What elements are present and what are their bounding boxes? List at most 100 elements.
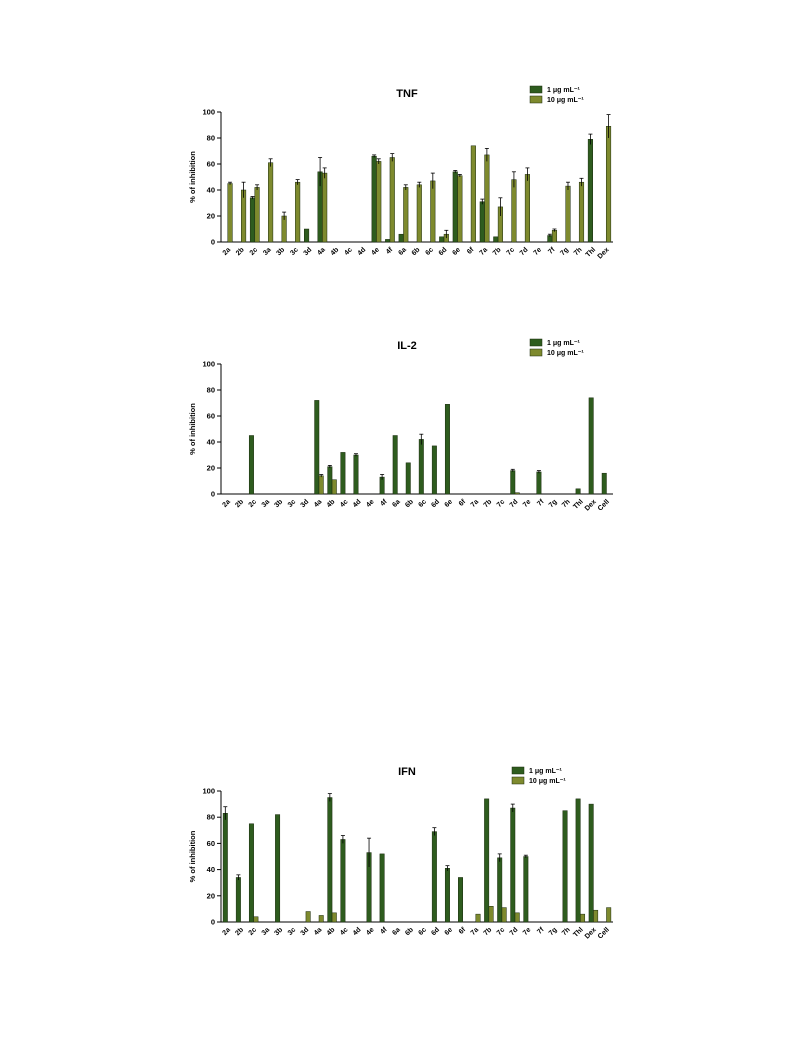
legend-swatch-series-2 [529, 95, 543, 104]
y-tick-label: 20 [207, 464, 215, 473]
bar-6e-series-1 [452, 171, 458, 243]
bar-7a-series-2 [475, 913, 481, 923]
x-tick-label-7c: 7c [496, 498, 507, 509]
y-tick-label: 40 [207, 865, 215, 874]
x-tick-label-3d: 3d [303, 246, 314, 257]
x-tick-label-7a: 7a [470, 498, 481, 509]
x-tick-label-3a: 3a [261, 498, 272, 509]
bar-7f-series-1 [536, 471, 542, 495]
x-tick-label-3c: 3c [287, 926, 298, 937]
chart-title: IL-2 [397, 340, 417, 352]
y-tick-label: 80 [207, 386, 215, 395]
bar-Dex-series-2 [605, 126, 612, 243]
x-tick-label-6e: 6e [444, 926, 455, 937]
x-tick-label-4a: 4a [316, 246, 327, 257]
bar-6f-series-1 [458, 877, 463, 923]
bar-6d-series-1 [439, 236, 445, 243]
x-tick-label-6f: 6f [466, 246, 476, 256]
x-tick-label-2b: 2b [234, 926, 245, 937]
bar-6c-series-1 [418, 439, 424, 495]
x-tick-label-7g: 7g [548, 926, 559, 937]
bar-2c-series-1 [249, 197, 256, 243]
x-tick-label-6f: 6f [458, 498, 468, 508]
bar-6b-series-2 [416, 184, 422, 243]
bar-6e-series-1 [444, 868, 450, 923]
x-tick-label-4d: 4d [352, 926, 363, 937]
x-tick-label-7b: 7b [492, 246, 503, 257]
x-tick-label-6e: 6e [444, 498, 455, 509]
legend-label-series-1: 1 μg mL⁻¹ [547, 340, 581, 347]
bar-4b-series-2 [331, 912, 337, 923]
bar-2c-series-1 [248, 823, 254, 923]
bar-7d-series-2 [514, 912, 520, 923]
x-tick-label-7d: 7d [519, 246, 530, 257]
legend-swatch-series-2 [511, 776, 525, 785]
bar-6e-series-2 [457, 175, 463, 243]
bar-7c-series-2 [501, 907, 507, 923]
x-tick-label-4d: 4d [357, 246, 368, 257]
bar-7d-series-1 [510, 807, 516, 923]
bar-Cell-series-1 [601, 472, 607, 495]
x-tick-label-7f: 7f [547, 246, 557, 256]
bar-7e-series-1 [523, 856, 529, 923]
bar-Thl-series-1 [587, 139, 593, 243]
x-tick-label-3b: 3b [276, 246, 287, 257]
bar-6a-series-1 [398, 233, 404, 243]
x-tick-label-7e: 7e [522, 926, 533, 937]
bar-4c-series-1 [340, 452, 346, 495]
x-tick-label-3b: 3b [273, 498, 284, 509]
bar-4a-series-2 [318, 915, 324, 923]
legend-label-series-2: 10 μg mL⁻¹ [547, 97, 584, 104]
bar-2a-series-1 [222, 813, 228, 923]
bar-Dex-series-1 [588, 397, 594, 495]
x-tick-label-6c: 6c [417, 498, 428, 509]
y-tick-label: 60 [207, 839, 215, 848]
bar-6f-series-2 [470, 145, 476, 243]
x-tick-label-4e: 4e [365, 498, 376, 509]
x-tick-label-7a: 7a [470, 926, 481, 937]
bar-4f-series-2 [389, 157, 395, 243]
chart-title: IFN [398, 766, 416, 778]
y-tick-label: 100 [202, 108, 215, 117]
bar-6b-series-1 [405, 462, 411, 495]
y-tick-label: 40 [207, 186, 215, 195]
bar-7h-series-2 [578, 181, 585, 243]
x-tick-label-6b: 6b [404, 926, 415, 937]
x-tick-label-6a: 6a [391, 498, 402, 509]
x-tick-label-Thl: Thl [572, 926, 584, 938]
x-tick-label-7g: 7g [559, 246, 570, 257]
x-tick-label-2c: 2c [249, 246, 260, 257]
x-tick-label-7d: 7d [509, 926, 520, 937]
bar-7c-series-2 [511, 179, 517, 243]
y-axis-label: % of inhibition [188, 151, 197, 203]
bar-7a-series-1 [479, 201, 485, 243]
bar-2a-series-2 [227, 183, 233, 243]
x-tick-label-4e: 4e [370, 246, 381, 257]
x-tick-label-Cell: Cell [597, 498, 611, 512]
y-tick-label: 80 [207, 134, 215, 143]
x-tick-label-4a: 4a [313, 926, 324, 937]
x-tick-label-7h: 7h [573, 246, 584, 257]
x-tick-label-6c: 6c [417, 926, 428, 937]
bar-Dex-series-2 [593, 909, 599, 923]
x-tick-label-3d: 3d [300, 498, 311, 509]
bar-Dex-series-1 [588, 803, 594, 923]
x-tick-label-3d: 3d [300, 926, 311, 937]
x-tick-label-4f: 4f [379, 498, 389, 508]
x-tick-label-6a: 6a [397, 246, 408, 257]
bar-6a-series-2 [403, 187, 409, 243]
x-tick-label-Dex: Dex [584, 926, 598, 940]
y-tick-label: 20 [207, 212, 215, 221]
x-tick-label-7e: 7e [533, 246, 544, 257]
bar-7h-series-1 [562, 810, 568, 923]
x-tick-label-7g: 7g [548, 498, 559, 509]
x-tick-label-4f: 4f [379, 926, 389, 936]
x-tick-label-2a: 2a [221, 926, 232, 937]
y-tick-label: 20 [207, 891, 215, 900]
x-tick-label-7c: 7c [506, 246, 517, 257]
chart-ifn: IFN 0 20 40 60 80 100 % of inhibition 2a 2b 2c 3a 3b… [188, 766, 613, 940]
bar-7d-series-1 [510, 470, 516, 495]
x-tick-label-2c: 2c [248, 498, 259, 509]
x-tick-label-2a: 2a [222, 246, 233, 257]
bar-4e-series-2 [376, 161, 382, 243]
